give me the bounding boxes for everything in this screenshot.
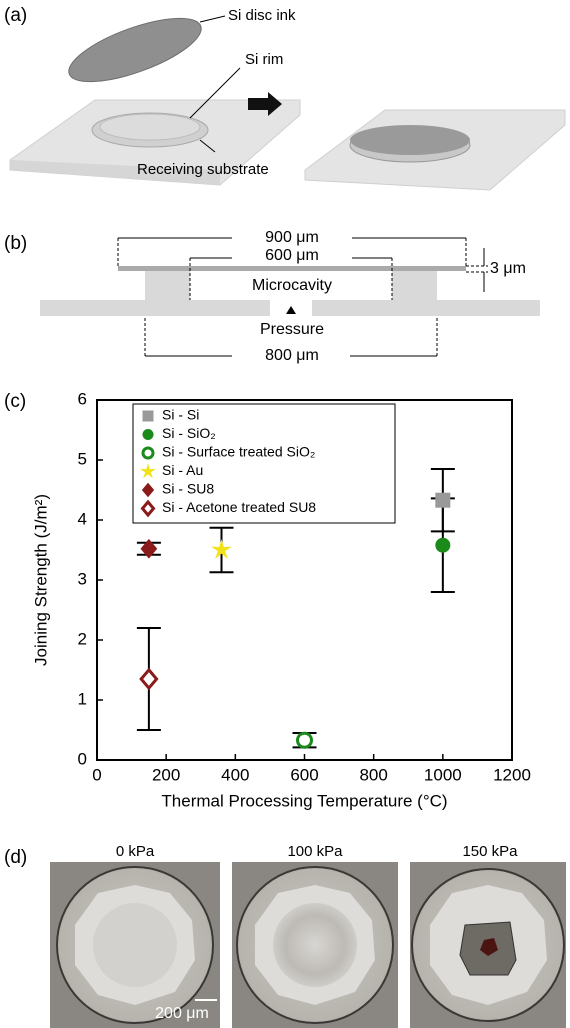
- y-tick-label: 2: [78, 629, 87, 648]
- data-point: [140, 538, 158, 559]
- membrane: [118, 266, 466, 271]
- rim-right: [392, 270, 437, 302]
- legend-marker: [140, 463, 156, 479]
- legend-label: Si - SiO₂: [162, 425, 216, 441]
- image-caption: 0 kPa: [116, 843, 155, 860]
- x-tick-label: 1000: [424, 765, 462, 784]
- legend-label: Si - Acetone treated SU8: [162, 499, 316, 515]
- joined-disc-top: [350, 125, 470, 155]
- data-point: [211, 539, 232, 559]
- data-point: [139, 667, 159, 691]
- dimension-label: 600 μm: [265, 247, 319, 264]
- dimension-label: 900 μm: [265, 229, 319, 246]
- panel-label: (b): [4, 233, 27, 254]
- y-tick-label: 5: [78, 449, 87, 468]
- micrograph: [50, 862, 220, 1028]
- legend-marker: [141, 482, 155, 498]
- arrow: [286, 306, 296, 314]
- panel-c: (c) 0 200 400 600 800 1000 1200 0 1 2 3 4 5 6 Thermal …: [4, 389, 531, 810]
- cavity: [273, 903, 357, 987]
- substrate-edge: [10, 160, 220, 185]
- data-point: [296, 731, 313, 749]
- si-rim-inner: [99, 113, 201, 141]
- leader: [199, 15, 226, 23]
- legend-marker: [140, 499, 156, 518]
- micrograph: [232, 862, 398, 1028]
- panel-label: (c): [4, 391, 26, 412]
- panel-a: (a) Si disc ink Si rim Receiving substra…: [4, 5, 566, 191]
- legend-label: Si - Si: [162, 407, 199, 423]
- micrograph: [410, 862, 566, 1028]
- y-tick-label: 3: [78, 569, 87, 588]
- defect: [480, 938, 498, 956]
- x-tick-label: 400: [221, 765, 249, 784]
- x-tick-label: 1200: [493, 765, 531, 784]
- pressure-label: Pressure: [260, 321, 324, 338]
- leader: [199, 139, 216, 153]
- x-tick-label: 800: [359, 765, 387, 784]
- callout: Si rim: [245, 51, 283, 68]
- cavity-label: Microcavity: [252, 277, 332, 294]
- y-tick-label: 1: [78, 689, 87, 708]
- dimension-label: 800 μm: [265, 347, 319, 364]
- x-tick-label: 0: [92, 765, 101, 784]
- legend-label: Si - SU8: [162, 481, 214, 497]
- arrow: [248, 92, 282, 116]
- y-tick-label: 4: [78, 509, 87, 528]
- panel-label: (d): [4, 847, 27, 868]
- legend-marker: [142, 429, 154, 440]
- leader: [189, 67, 241, 119]
- x-tick-label: 200: [152, 765, 180, 784]
- dimension-label: 3 μm: [490, 260, 526, 277]
- legend-label: Si - Surface treated SiO₂: [162, 444, 315, 460]
- x-axis-title: Thermal Processing Temperature (°C): [161, 791, 447, 810]
- guide: [117, 238, 488, 356]
- panel-b: (b) 900 μm 600 μm 3 μm Microcavity Press…: [4, 229, 540, 364]
- data-point: [435, 492, 451, 508]
- x-tick-label: 600: [290, 765, 318, 784]
- si-disc: [68, 17, 202, 83]
- scale-label: 200 μm: [155, 1005, 209, 1022]
- panel-label: (a): [4, 5, 27, 26]
- cavity: [93, 903, 177, 987]
- data-point: [435, 537, 451, 553]
- callout: Receiving substrate: [137, 161, 269, 178]
- panel-d: (d) 0 kPa 100 kPa 150 kPa 200 μm: [4, 843, 566, 1028]
- legend-marker: [141, 446, 155, 460]
- legend-box: [132, 403, 396, 524]
- dimension: [118, 237, 485, 357]
- legend-label: Si - Au: [162, 462, 203, 478]
- callout: Si disc ink: [228, 7, 296, 24]
- legend-marker: [142, 410, 154, 422]
- image-caption: 100 kPa: [287, 843, 343, 860]
- rim-left: [145, 270, 190, 302]
- y-tick-label: 0: [78, 749, 87, 768]
- image-caption: 150 kPa: [462, 843, 518, 860]
- y-tick-label: 6: [78, 389, 87, 408]
- y-axis-title: Joining Strength (J/m²): [31, 494, 50, 666]
